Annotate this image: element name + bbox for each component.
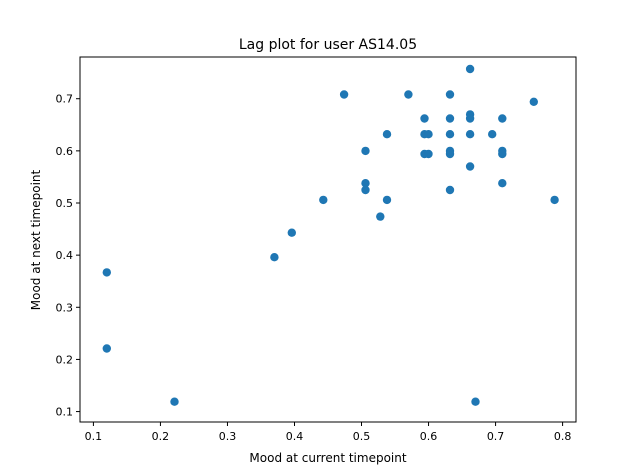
- x-tick-label-5: 0.6: [420, 430, 438, 443]
- data-point-4: [270, 253, 279, 262]
- y-tick-label-5: 0.6: [56, 145, 74, 158]
- y-axis-label: Mood at next timepoint: [29, 169, 43, 310]
- data-point-22: [445, 130, 455, 139]
- data-point-12: [382, 130, 392, 139]
- data-point-29: [465, 130, 475, 139]
- data-point-8: [361, 146, 370, 156]
- data-point-38: [550, 195, 559, 205]
- data-point-32: [488, 130, 497, 139]
- y-axis-ticks: 0.1 0.2 0.3 0.4 0.5 0.6 0.7: [56, 93, 80, 419]
- x-tick-label-6: 0.7: [487, 430, 505, 443]
- data-point-33: [498, 114, 507, 123]
- data-point-21: [445, 114, 455, 123]
- data-point-6: [319, 195, 328, 205]
- data-point-37: [529, 97, 538, 107]
- y-tick-label-6: 0.7: [56, 93, 74, 106]
- data-point-24: [445, 149, 455, 159]
- plot-area-frame: [79, 56, 577, 423]
- data-point-2: [102, 344, 112, 353]
- data-point-35: [498, 149, 507, 159]
- data-point-7: [339, 90, 349, 99]
- data-point-36: [498, 179, 507, 188]
- data-point-30: [465, 162, 475, 171]
- x-axis-label: Mood at current timepoint: [249, 451, 406, 465]
- scatter-points: [102, 64, 559, 406]
- data-point-11: [376, 212, 385, 221]
- x-tick-label-3: 0.4: [286, 430, 304, 443]
- data-point-9: [361, 179, 370, 188]
- x-axis-ticks: 0.1 0.2 0.3 0.4 0.5 0.6 0.7 0.8: [85, 422, 572, 443]
- y-tick-label-2: 0.3: [56, 301, 74, 314]
- data-point-10: [361, 185, 370, 195]
- x-tick-label-0: 0.1: [85, 430, 103, 443]
- data-point-26: [465, 64, 475, 74]
- data-point-18: [424, 130, 433, 139]
- data-point-28: [465, 114, 475, 123]
- data-point-20: [445, 90, 455, 99]
- data-point-1: [102, 268, 112, 277]
- y-tick-label-3: 0.4: [56, 249, 74, 262]
- x-tick-label-1: 0.2: [152, 430, 170, 443]
- data-point-25: [445, 185, 455, 195]
- x-tick-label-7: 0.8: [554, 430, 572, 443]
- data-point-15: [420, 114, 429, 123]
- data-point-3: [170, 397, 179, 406]
- y-tick-label-1: 0.2: [56, 353, 74, 366]
- y-tick-label-4: 0.5: [56, 197, 74, 210]
- data-point-13: [382, 195, 392, 205]
- data-point-19: [424, 149, 433, 159]
- chart-title: Lag plot for user AS14.05: [239, 37, 417, 53]
- x-tick-label-4: 0.5: [353, 430, 371, 443]
- data-point-31: [471, 397, 480, 406]
- x-tick-label-2: 0.3: [219, 430, 237, 443]
- y-tick-label-0: 0.1: [56, 406, 74, 419]
- data-point-14: [404, 90, 413, 99]
- data-point-5: [287, 228, 296, 237]
